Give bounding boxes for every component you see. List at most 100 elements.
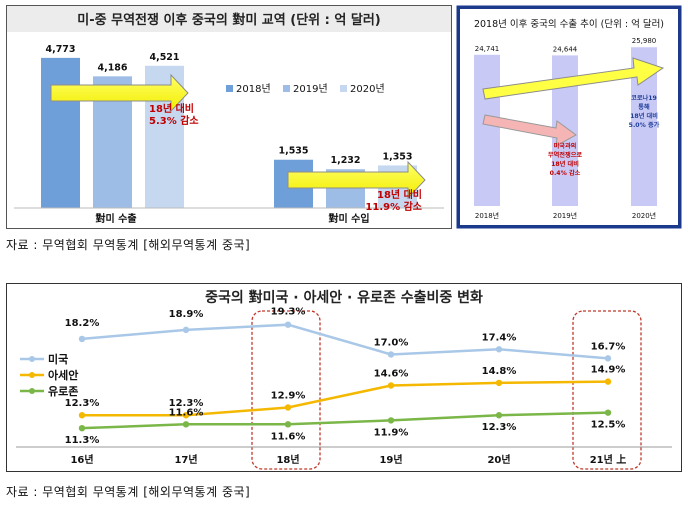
data-label: 18.9%	[169, 309, 204, 320]
bar-2018년-對미 수출	[41, 57, 80, 208]
data-label: 12.3%	[65, 398, 100, 409]
change-note-covid-line: 코로나19	[631, 94, 657, 102]
data-label: 18.2%	[65, 318, 100, 329]
x-tick-label: 21년 上	[590, 453, 627, 466]
data-point	[182, 421, 190, 428]
bar-value-label: 1,232	[330, 155, 360, 166]
change-note-import-line: 18년 대비	[377, 188, 422, 201]
change-note-trade-war-line: 미국과의	[554, 142, 577, 150]
data-label: 17.0%	[374, 337, 409, 348]
change-note-export-line: 18년 대비	[149, 102, 194, 115]
data-label: 12.5%	[591, 420, 626, 431]
legend-marker	[29, 372, 35, 378]
chart-frame	[6, 5, 452, 229]
title-band	[7, 6, 451, 32]
data-point	[604, 378, 612, 385]
bar-2018년	[474, 54, 500, 207]
data-point	[182, 326, 190, 334]
data-point	[78, 412, 86, 419]
category-label: 對미 수입	[328, 212, 369, 225]
data-point	[604, 355, 612, 362]
series-line-아세안	[82, 380, 609, 417]
change-note-covid-line: 통해	[638, 103, 650, 111]
category-label: 2020년	[632, 211, 656, 220]
export-trend-chart: 2018년 이후 중국의 수출 추이 (단위 : 억 달러) 24,741 201…	[456, 5, 682, 229]
trade-bar-chart: 미-중 무역전쟁 이후 중국의 對미 교역 (단위 : 억 달러) 4,773 4…	[6, 5, 452, 229]
data-label: 11.6%	[271, 431, 306, 442]
legend-swatch	[283, 85, 290, 92]
x-tick-label: 20년	[487, 453, 510, 466]
series-line-유로존	[81, 411, 609, 430]
category-label: 2019년	[553, 211, 577, 220]
data-label: 19.3%	[271, 307, 306, 318]
legend-swatch	[226, 85, 233, 92]
trend-arrow-export	[50, 73, 189, 113]
series-line-미국	[81, 323, 609, 360]
legend-swatch	[340, 85, 347, 92]
data-label: 14.8%	[482, 366, 517, 377]
data-point	[78, 424, 86, 432]
legend-label: 2020년	[350, 83, 385, 95]
data-point	[284, 421, 292, 428]
data-label: 17.4%	[482, 332, 517, 343]
change-note-trade-war-line: 0.4% 감소	[550, 169, 581, 177]
legend-label: 2019년	[293, 83, 328, 95]
data-point	[387, 382, 395, 389]
chart-title: 미-중 무역전쟁 이후 중국의 對미 교역 (단위 : 억 달러)	[77, 12, 380, 28]
data-label: 14.9%	[591, 365, 626, 376]
data-point	[387, 417, 395, 424]
legend-label: 유로존	[48, 385, 78, 398]
chart-frame	[6, 283, 682, 472]
trend-arrow-up	[482, 57, 665, 100]
source-note-top: 자료 : 무역협회 무역통계 [해외무역통계 중국]	[6, 238, 251, 252]
bar-value-label: 4,521	[149, 52, 179, 63]
legend-label: 2018년	[236, 83, 271, 95]
data-label: 12.3%	[482, 422, 517, 433]
chart-title: 2018년 이후 중국의 수출 추이 (단위 : 억 달러)	[474, 18, 664, 30]
category-label: 2018년	[475, 211, 499, 220]
data-point	[495, 346, 503, 353]
legend-marker	[29, 388, 35, 394]
data-point	[495, 412, 503, 419]
legend-label: 미국	[48, 352, 68, 366]
data-label: 12.9%	[271, 390, 306, 401]
change-note-covid-line: 18년 대비	[630, 112, 658, 120]
data-point	[604, 409, 612, 416]
data-label: 11.6%	[169, 407, 204, 418]
bar-value-label: 4,773	[45, 44, 75, 55]
trend-arrow-down	[482, 114, 577, 147]
legend-marker	[29, 356, 35, 362]
data-point	[387, 351, 395, 358]
change-note-trade-war-line: 무역전쟁으로	[548, 151, 582, 159]
bar-value-label: 24,741	[475, 45, 500, 53]
change-note-import-line: 11.9% 감소	[365, 201, 422, 213]
change-note-export: 18년 대비5.3% 감소	[149, 102, 199, 127]
data-label: 11.9%	[374, 427, 409, 438]
bar-value-label: 4,186	[97, 62, 127, 73]
x-tick-label: 17년	[174, 453, 197, 466]
trend-arrow-import	[287, 160, 426, 200]
data-point	[284, 404, 292, 411]
data-label: 16.7%	[591, 341, 626, 352]
data-point	[78, 335, 86, 343]
data-label: 12.3%	[169, 398, 204, 409]
change-note-trade-war-line: 18년 대비	[551, 160, 579, 168]
highlight-box-21	[572, 310, 642, 470]
bar-value-label: 24,644	[553, 45, 578, 53]
data-point	[182, 412, 190, 419]
legend-label: 아세안	[48, 368, 78, 382]
source-note-bottom: 자료 : 무역협회 무역통계 [해외무역통계 중국]	[6, 485, 251, 499]
category-label: 對미 수출	[95, 212, 136, 225]
bar-value-label: 25,980	[632, 37, 657, 45]
data-point	[284, 321, 292, 328]
x-tick-label: 19년	[379, 453, 402, 466]
data-label: 11.3%	[65, 435, 100, 446]
data-point	[495, 379, 503, 387]
change-note-covid-line: 5.0% 증가	[629, 121, 660, 129]
x-tick-label: 18년	[276, 453, 299, 466]
chart-title: 중국의 對미국 · 아세안 · 유로존 수출비중 변화	[205, 289, 483, 306]
data-label: 14.6%	[374, 368, 409, 379]
